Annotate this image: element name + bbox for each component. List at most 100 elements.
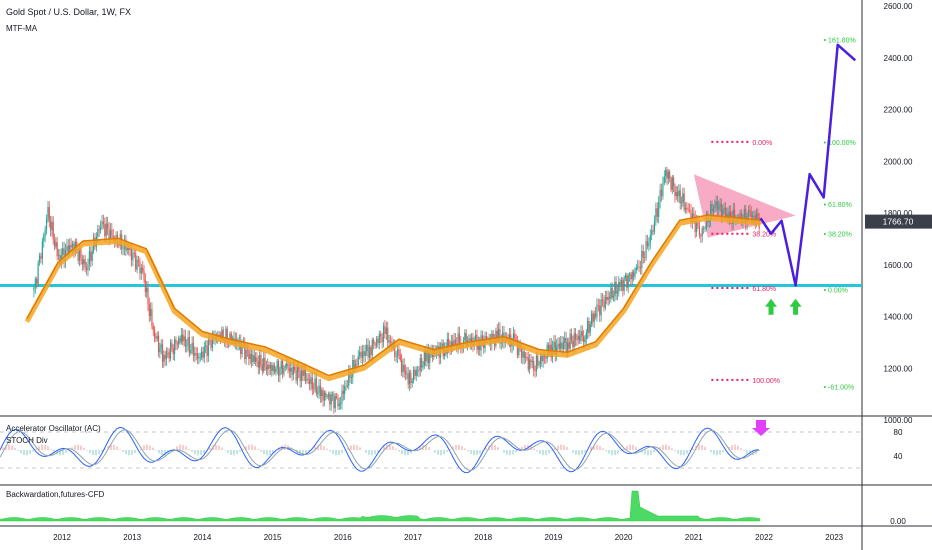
candle-body [199, 357, 201, 359]
candle-body [292, 366, 294, 375]
candle-body [319, 385, 321, 397]
candle-body [87, 264, 89, 271]
candle-body [599, 305, 601, 316]
candle-body [111, 229, 113, 236]
candle-body [743, 208, 745, 218]
candle-body [322, 389, 324, 401]
candle-body [164, 355, 166, 360]
candle-body [400, 359, 403, 373]
candle-body [137, 259, 140, 262]
candle-body [85, 267, 88, 271]
candle-body [209, 340, 211, 342]
candle-body [457, 333, 459, 348]
last-price-tag-group[interactable]: 1766.70 [865, 214, 932, 229]
candle-body [44, 229, 46, 237]
candle-body [256, 357, 258, 362]
candle-body [710, 203, 712, 221]
candle-body [496, 330, 498, 341]
fib-right-label: • -61.00% [824, 384, 854, 391]
candle-body [326, 396, 328, 398]
candle-body [394, 344, 396, 357]
candle-body [639, 267, 642, 269]
candle-body [514, 333, 516, 339]
candle-body [91, 250, 93, 261]
candle-body [597, 305, 599, 306]
candle-body [395, 356, 397, 357]
candle-body [701, 228, 703, 237]
candle-body [522, 351, 524, 358]
candle-body [315, 378, 317, 394]
candle-body [619, 282, 621, 285]
candle-body [568, 342, 570, 349]
candle-body [658, 202, 660, 217]
candle-body [311, 377, 313, 389]
candle-body [624, 275, 627, 279]
candle-body [627, 275, 629, 288]
candle-body [198, 357, 200, 359]
candle-body [57, 255, 60, 257]
candle-body [655, 208, 657, 222]
candle-body [165, 351, 168, 360]
candle-body [41, 240, 43, 259]
candle-body [538, 364, 540, 366]
candle-body [381, 336, 383, 343]
candle-body [450, 341, 452, 349]
candle-body [497, 328, 500, 341]
candle-body [569, 333, 571, 349]
candle-body [296, 366, 299, 381]
time-axis[interactable]: 2012 2013 2014 2015 2016 2017 2018 2019 2020 2021… [53, 533, 844, 542]
candle-body [649, 234, 651, 244]
price-axis[interactable]: 2600.00 2400.00 2200.00 2000.00 1800.00 1600.… [884, 2, 913, 425]
candle-body [205, 345, 207, 347]
candle-body [152, 326, 154, 330]
candle-body [286, 363, 288, 367]
candle-body [263, 358, 265, 372]
fib-right-label: • 0.00% [824, 287, 848, 294]
time-tick-label: 2013 [123, 533, 141, 542]
candle-body [195, 353, 197, 354]
candle-body [694, 217, 696, 232]
backwardation-legend: Backwardation,futures-CFD [6, 490, 104, 499]
candle-body [402, 364, 404, 373]
candle-body [711, 203, 713, 212]
candle-body [714, 205, 716, 209]
candle-body [492, 333, 494, 338]
price-tick-label: 1800.00 [884, 209, 913, 218]
candle-body [335, 396, 338, 398]
candle-body [52, 221, 54, 240]
candle-body [389, 340, 392, 342]
candle-body [178, 338, 180, 345]
candle-body [179, 338, 181, 343]
candle-body [180, 334, 182, 343]
candle-body [108, 228, 110, 241]
candle-body [34, 279, 36, 288]
candle-body [109, 229, 112, 241]
candle-body [173, 339, 176, 355]
candle-body [638, 266, 640, 268]
candle-body [148, 304, 150, 317]
candle-body [673, 177, 675, 187]
candle-body [298, 366, 300, 372]
candle-body [659, 189, 661, 203]
candle-body [163, 355, 165, 362]
candle-body [146, 287, 148, 292]
time-tick-label: 2018 [474, 533, 492, 542]
candle-body [384, 326, 386, 335]
candle-body [56, 242, 58, 257]
candle-body [697, 221, 699, 227]
candle-body [589, 324, 591, 333]
last-price-tag[interactable] [865, 214, 932, 229]
candle-body [203, 346, 205, 358]
candle-body [150, 309, 152, 317]
candle-body [411, 380, 413, 383]
candle-body [646, 241, 649, 247]
candle-body [690, 210, 692, 223]
up-arrow-icon [789, 298, 802, 315]
candle-body [499, 328, 501, 344]
candle-body [751, 216, 754, 218]
candle-body [628, 274, 631, 276]
candle-body [241, 345, 243, 355]
candle-body [350, 377, 353, 379]
time-tick-label: 2017 [404, 533, 422, 542]
candle-body [268, 364, 270, 369]
